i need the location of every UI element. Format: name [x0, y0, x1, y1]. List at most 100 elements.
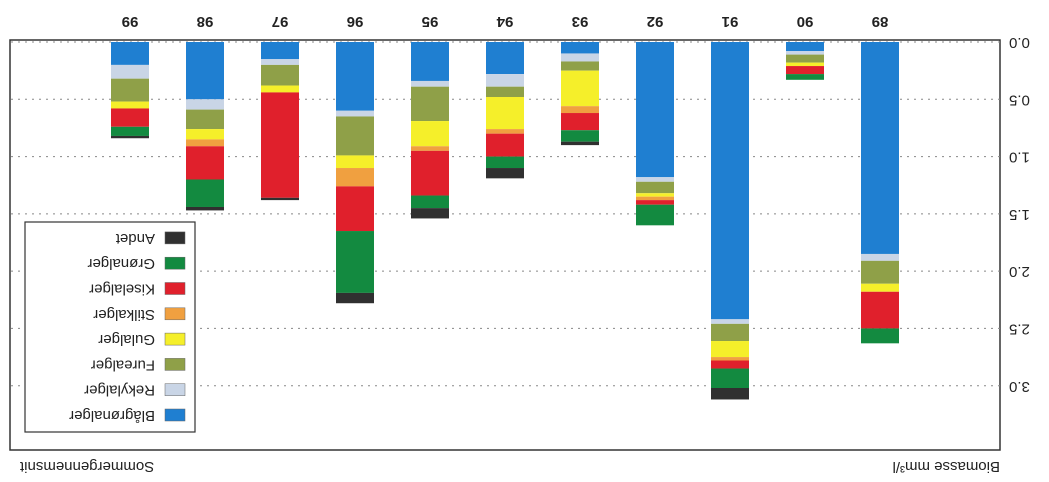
bar-segment	[411, 208, 449, 219]
y-tick-label: 0.5	[1009, 91, 1030, 108]
legend-label: Rekylalger	[84, 382, 155, 399]
bar-segment	[861, 291, 899, 329]
x-tick-label: 96	[347, 13, 364, 30]
bar-segment	[786, 54, 824, 63]
bar-segment	[561, 61, 599, 71]
legend-swatch	[164, 256, 186, 270]
bar-segment	[636, 196, 674, 201]
bar-segment	[786, 74, 824, 80]
bar-segment	[336, 292, 374, 304]
x-tick-label: 90	[797, 13, 814, 30]
y-tick-label: 2.5	[1009, 320, 1030, 337]
bar-segment	[561, 113, 599, 131]
bar-segment	[336, 231, 374, 293]
bar-segment	[486, 168, 524, 179]
bar-segment	[561, 130, 599, 142]
y-axis-label: Biomasse mm³/l	[892, 458, 1000, 475]
legend-swatch	[164, 307, 186, 321]
bar-segment	[786, 42, 824, 52]
bar-segment	[336, 155, 374, 169]
legend-swatch	[164, 231, 186, 245]
x-tick-label: 95	[422, 13, 439, 30]
bar-segment	[711, 341, 749, 358]
bar-segment	[561, 53, 599, 62]
bar-segment	[336, 116, 374, 156]
legend-label: Kiselalger	[89, 281, 155, 298]
x-tick-label: 93	[572, 13, 589, 30]
legend-swatch	[164, 332, 186, 346]
bar-segment	[486, 42, 524, 75]
bar-segment	[411, 42, 449, 81]
bar-segment	[561, 70, 599, 107]
legend-label: Furealger	[91, 356, 155, 373]
bar-segment	[336, 110, 374, 117]
bar-segment	[411, 121, 449, 147]
bar-segment	[711, 323, 749, 342]
bar-segment	[711, 388, 749, 400]
legend-swatch	[164, 282, 186, 295]
plot-frame	[9, 39, 1001, 451]
bar-segment	[711, 360, 749, 369]
bar-segment	[186, 139, 224, 147]
bar-segment	[411, 195, 449, 209]
legend-label: Blågrønalger	[69, 407, 155, 424]
bar-segment	[336, 42, 374, 111]
bar-segment	[486, 156, 524, 169]
bar-segment	[561, 141, 599, 146]
bar-segment	[186, 42, 224, 100]
bar-segment	[486, 129, 524, 134]
legend-swatch	[164, 408, 186, 422]
bar-segment	[486, 74, 524, 87]
bar-segment	[486, 133, 524, 157]
legend-swatch	[164, 358, 186, 371]
bar-segment	[786, 62, 824, 67]
chart-title: Sommergennemsnit	[19, 458, 154, 475]
bar-segment	[261, 92, 299, 198]
bar-segment	[186, 129, 224, 140]
bar-segment	[186, 179, 224, 207]
bar-segment	[861, 42, 899, 254]
bar-segment	[336, 186, 374, 232]
x-tick-label: 91	[722, 13, 739, 30]
bar-segment	[261, 197, 299, 201]
bar-segment	[711, 357, 749, 361]
y-tick-label: 0.0	[1009, 34, 1030, 51]
legend-swatch	[164, 383, 186, 396]
bar-segment	[636, 193, 674, 197]
bar-segment	[186, 206, 224, 211]
bar-segment	[111, 78, 149, 102]
legend-label: Gulalger	[98, 331, 155, 348]
bar-segment	[786, 51, 824, 55]
bar-segment	[861, 283, 899, 292]
bar-segment	[111, 101, 149, 109]
bar-segment	[261, 64, 299, 86]
bar-segment	[561, 106, 599, 114]
y-tick-label: 3.0	[1009, 378, 1030, 395]
bar-segment	[636, 181, 674, 194]
y-tick-label: 1.0	[1009, 149, 1030, 166]
bar-segment	[186, 109, 224, 130]
x-tick-label: 92	[647, 13, 664, 30]
bar-segment	[636, 42, 674, 178]
y-tick-label: 2.0	[1009, 263, 1030, 280]
bar-segment	[411, 150, 449, 196]
bar-segment	[411, 146, 449, 151]
bar-segment	[711, 42, 749, 320]
bar-segment	[111, 42, 149, 65]
bar-segment	[261, 42, 299, 60]
bar-segment	[111, 108, 149, 127]
bar-segment	[636, 177, 674, 182]
bar-segment	[111, 135, 149, 139]
x-tick-label: 99	[122, 13, 139, 30]
bar-segment	[561, 42, 599, 54]
bar-segment	[111, 64, 149, 79]
bar-segment	[861, 260, 899, 284]
bar-segment	[486, 86, 524, 97]
bar-segment	[861, 328, 899, 344]
bar-segment	[411, 86, 449, 122]
x-tick-label: 97	[272, 13, 289, 30]
bar-segment	[261, 85, 299, 93]
bar-segment	[336, 168, 374, 187]
x-tick-label: 89	[872, 13, 889, 30]
